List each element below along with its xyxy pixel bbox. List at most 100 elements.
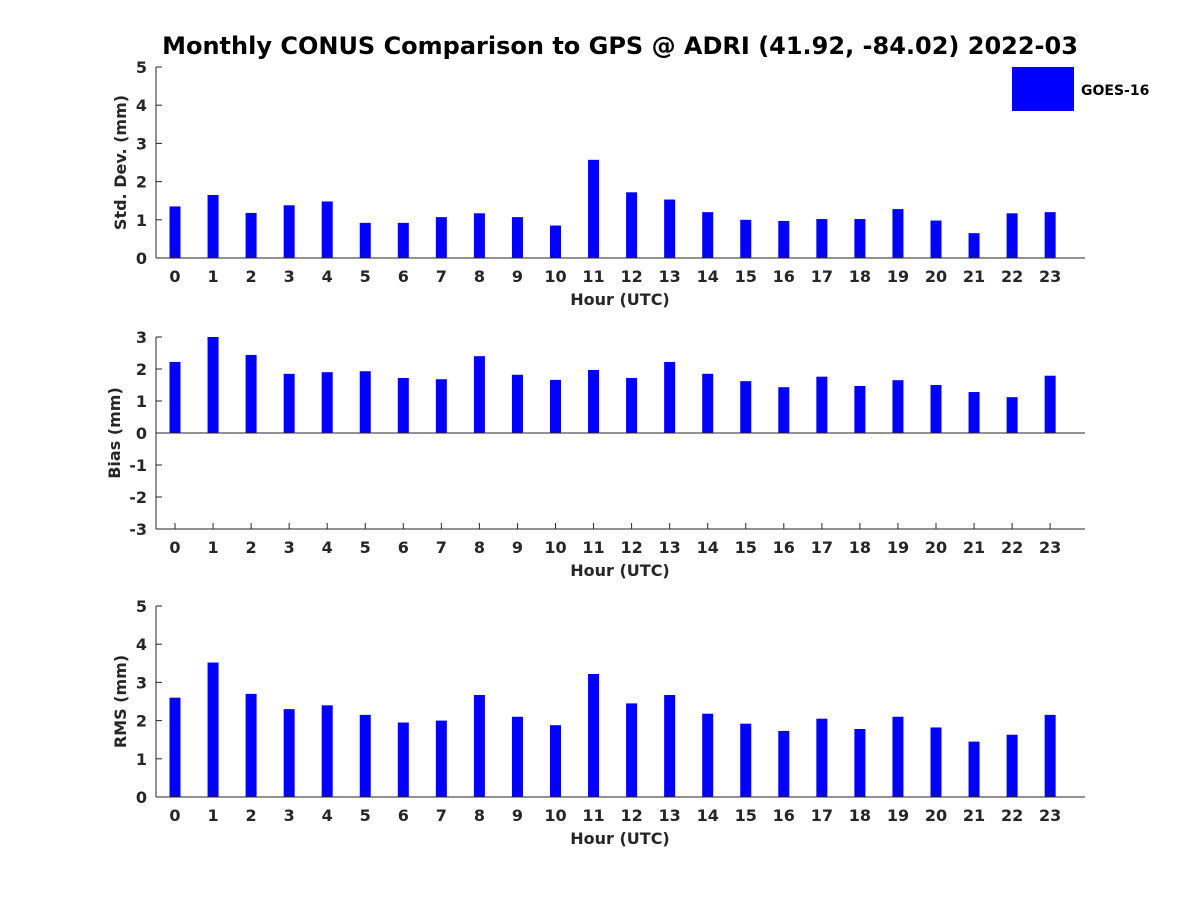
bar-hour-2 <box>245 212 257 258</box>
x-tick-label: 22 <box>1001 267 1023 286</box>
x-tick-label: 16 <box>773 538 795 557</box>
x-tick-label: 11 <box>582 267 604 286</box>
x-tick-label: 23 <box>1039 538 1061 557</box>
bar-hour-2 <box>245 354 257 433</box>
y-tick-label: 4 <box>136 96 147 115</box>
x-tick-label: 12 <box>620 806 642 825</box>
y-tick-label: 0 <box>136 249 147 268</box>
bar-hour-5 <box>359 222 371 258</box>
bar-hour-17 <box>816 219 828 258</box>
x-tick-label: 21 <box>963 538 985 557</box>
x-tick-label: 9 <box>512 806 523 825</box>
y-tick-label: 1 <box>136 392 147 411</box>
x-tick-label: 11 <box>582 806 604 825</box>
x-tick-label: 19 <box>887 806 909 825</box>
x-tick-label: 12 <box>620 267 642 286</box>
x-tick-label: 6 <box>398 267 409 286</box>
x-tick-label: 5 <box>360 267 371 286</box>
y-tick-label: 2 <box>136 360 147 379</box>
y-tick-label: 0 <box>136 788 147 807</box>
x-tick-label: 7 <box>436 538 447 557</box>
bar-hour-10 <box>550 225 561 258</box>
bar-hour-15 <box>740 219 752 258</box>
bar-hour-1 <box>207 194 219 258</box>
bar-hour-4 <box>321 372 333 433</box>
x-tick-label: 8 <box>474 538 485 557</box>
bar-hour-22 <box>1006 734 1018 797</box>
y-tick-label: 2 <box>136 712 147 731</box>
x-axis-label: Hour (UTC) <box>570 290 670 309</box>
x-tick-label: 20 <box>925 538 947 557</box>
y-tick-label: -1 <box>129 456 147 475</box>
bar-hour-17 <box>816 376 828 433</box>
x-tick-label: 9 <box>512 538 523 557</box>
y-tick-label: 2 <box>136 173 147 192</box>
bar-hour-9 <box>511 374 523 433</box>
x-tick-label: 10 <box>544 806 566 825</box>
bar-hour-6 <box>397 222 409 258</box>
bar-hour-16 <box>778 730 790 797</box>
x-tick-label: 0 <box>169 267 180 286</box>
bar-hour-9 <box>511 716 523 797</box>
bar-hour-20 <box>930 220 942 258</box>
x-tick-label: 0 <box>169 806 180 825</box>
x-tick-label: 15 <box>735 538 757 557</box>
bar-hour-8 <box>473 695 485 797</box>
x-tick-label: 1 <box>207 806 218 825</box>
bar-hour-6 <box>397 722 409 797</box>
bar-hour-4 <box>321 201 333 258</box>
x-tick-label: 8 <box>474 806 485 825</box>
bar-hour-5 <box>359 714 371 797</box>
y-tick-label: 1 <box>136 211 147 230</box>
x-tick-label: 5 <box>360 806 371 825</box>
x-tick-label: 14 <box>697 267 719 286</box>
x-tick-label: 15 <box>735 267 757 286</box>
bar-hour-23 <box>1044 714 1056 797</box>
x-tick-label: 10 <box>544 538 566 557</box>
x-tick-label: 20 <box>925 267 947 286</box>
bar-hour-21 <box>968 741 980 797</box>
bar-hour-14 <box>702 713 714 797</box>
bar-hour-20 <box>930 727 942 797</box>
x-tick-label: 3 <box>284 538 295 557</box>
bar-hour-19 <box>892 209 904 258</box>
x-tick-label: 19 <box>887 538 909 557</box>
x-tick-label: 2 <box>246 538 257 557</box>
bar-hour-18 <box>854 729 866 797</box>
x-tick-label: 8 <box>474 267 485 286</box>
x-axis-label: Hour (UTC) <box>570 829 670 848</box>
bar-hour-21 <box>968 233 980 258</box>
bar-hour-19 <box>892 716 904 797</box>
x-tick-label: 21 <box>963 806 985 825</box>
bar-hour-0 <box>169 697 181 797</box>
x-tick-label: 16 <box>773 267 795 286</box>
bar-hour-3 <box>283 205 295 258</box>
bar-hour-22 <box>1006 213 1018 258</box>
bar-hour-6 <box>397 377 409 433</box>
y-tick-label: 4 <box>136 635 147 654</box>
x-tick-label: 23 <box>1039 806 1061 825</box>
bar-hour-15 <box>740 381 752 433</box>
bar-hour-7 <box>435 217 447 258</box>
bar-hour-7 <box>435 379 447 433</box>
x-tick-label: 4 <box>322 806 333 825</box>
y-tick-label: 5 <box>136 597 147 616</box>
bar-hour-19 <box>892 380 904 433</box>
bar-hour-18 <box>854 385 866 433</box>
bar-hour-3 <box>283 373 295 433</box>
bar-hour-1 <box>207 337 219 433</box>
bar-hour-22 <box>1006 397 1018 433</box>
x-tick-label: 7 <box>436 267 447 286</box>
y-tick-label: 3 <box>136 134 147 153</box>
bar-hour-7 <box>435 720 447 797</box>
bar-hour-11 <box>588 159 600 258</box>
x-tick-label: 23 <box>1039 267 1061 286</box>
y-tick-label: -2 <box>129 488 147 507</box>
y-axis-label: Bias (mm) <box>105 387 124 479</box>
bar-hour-11 <box>588 674 600 797</box>
bar-hour-18 <box>854 219 866 258</box>
x-tick-label: 18 <box>849 267 871 286</box>
x-tick-label: 20 <box>925 806 947 825</box>
bar-hour-10 <box>550 725 561 797</box>
